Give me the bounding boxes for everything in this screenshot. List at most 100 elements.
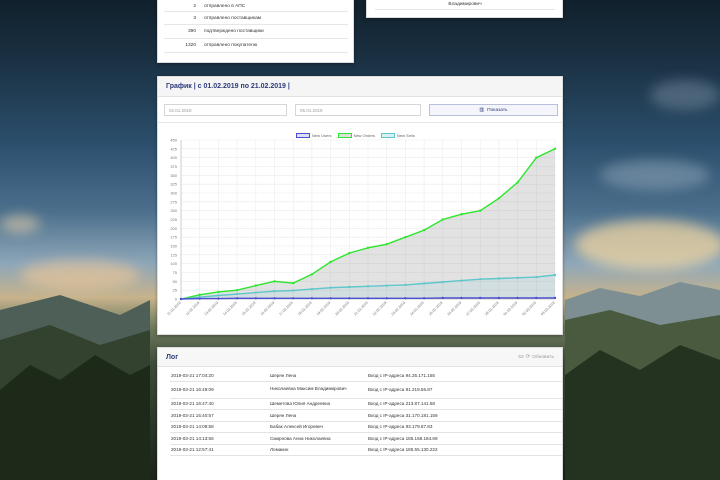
data-point	[310, 273, 314, 276]
stats-label: подтверждено поставщики	[204, 29, 264, 34]
log-time: 2019-03-21 17:04:20	[171, 372, 214, 378]
data-point	[217, 294, 220, 297]
log-time: 2019-03-21 14:08:58	[171, 424, 214, 430]
data-point	[292, 281, 295, 285]
x-tick-label: 27.02.2019	[465, 301, 481, 317]
log-message: Вход с IP-адреса 31.170.181.159	[368, 412, 438, 418]
refresh-button[interactable]: 53 ⟳ Обновить	[518, 354, 554, 360]
x-tick-label: 16.02.2019	[260, 301, 276, 317]
legend-item[interactable]: New Sells	[380, 133, 415, 138]
x-tick-label: 25.02.2019	[428, 301, 444, 317]
user-panel: Владимирович	[366, 0, 563, 18]
log-message: Вход с IP-адреса 94.25.171.155	[368, 372, 435, 378]
data-point	[254, 284, 257, 287]
x-tick-label: 26.02.2019	[447, 301, 463, 317]
data-point	[235, 288, 239, 292]
log-message: Вход с IP-адреса 91.219.56.87	[368, 387, 433, 392]
data-point	[479, 278, 482, 281]
data-point	[329, 286, 332, 289]
stats-row: 390 подтверждено поставщики	[164, 25, 348, 39]
legend-label: New Sells	[396, 133, 415, 138]
stats-row: 3 отправлено поставщикам	[164, 12, 348, 25]
x-tick-label: 19.02.2019	[316, 301, 332, 317]
y-tick-label: 50	[173, 279, 178, 284]
x-tick-label: 03.03.2019	[540, 301, 556, 317]
stats-count: 390	[187, 29, 196, 34]
log-time: 2019-03-21 15:40:57	[171, 412, 214, 418]
y-tick-label: 275	[170, 199, 177, 204]
data-point	[460, 279, 463, 282]
legend-label: New Users	[312, 133, 332, 138]
legend-item[interactable]: New Users	[296, 133, 332, 138]
data-point	[553, 147, 557, 151]
show-button[interactable]: ▥ Показать	[429, 104, 558, 116]
data-point	[348, 297, 351, 300]
data-point	[497, 197, 501, 200]
log-time: 2019-03-21 12:57:41	[171, 447, 214, 453]
date-from-value: 02.01.2019	[169, 107, 192, 113]
x-tick-label: 01.03.2019	[503, 301, 519, 317]
table-row: 2019-03-21 15:40:57 Шерян Лена Вход с IP…	[170, 410, 562, 422]
chart-panel-header: График | с 01.02.2019 по 21.02.2019 |	[158, 77, 562, 97]
log-panel: Лог 53 ⟳ Обновить 2019-03-21 17:04:20 Ше…	[157, 347, 563, 480]
data-point	[385, 284, 388, 287]
data-point	[385, 243, 388, 246]
series-area	[181, 148, 555, 299]
data-point	[535, 156, 538, 159]
log-time: 2019-03-21 14:13:56	[171, 435, 214, 441]
y-tick-label: 100	[170, 261, 177, 266]
y-tick-label: 450	[170, 138, 177, 143]
chart-legend: New Users New Orders New Sells	[296, 133, 415, 138]
data-point	[404, 283, 407, 287]
table-row: 2019-03-21 17:04:20 Шерян Лена Вход с IP…	[170, 370, 562, 382]
y-tick-label: 300	[170, 191, 177, 196]
log-message: Вход с IP-адреса 185.55.130.222	[368, 447, 438, 453]
refresh-label: Обновить	[532, 354, 554, 360]
log-user: Шерян Лена	[270, 412, 297, 418]
log-message: Вход с IP-адреса 93.179.87.83	[368, 424, 433, 430]
data-point	[553, 296, 557, 300]
y-tick-label: 325	[170, 182, 177, 187]
data-point	[198, 297, 201, 300]
table-row: 2019-03-21 12:57:41 Ломакин Вход с IP-ад…	[170, 445, 562, 456]
data-point	[310, 287, 314, 291]
data-point	[497, 296, 501, 300]
y-tick-label: 200	[170, 226, 177, 231]
data-point	[404, 297, 407, 300]
legend-swatch-sells	[380, 133, 395, 138]
data-point	[441, 218, 444, 221]
x-tick-label: 28.02.2019	[484, 301, 500, 317]
y-tick-label: 25	[173, 288, 178, 293]
legend-item[interactable]: New Orders	[337, 133, 375, 138]
data-point	[235, 297, 239, 300]
y-tick-label: 350	[170, 173, 177, 178]
y-tick-label: 150	[170, 244, 177, 249]
data-point	[497, 277, 501, 280]
log-time: 2019-03-21 16:47:40	[171, 401, 214, 407]
stats-panel: 2 отправлено в АПС 3 отправлено поставщи…	[157, 0, 354, 63]
log-user: Ломакин	[270, 447, 289, 453]
chart-bar-icon: ▥	[479, 107, 485, 113]
x-tick-label: 02.03.2019	[521, 301, 537, 317]
y-tick-label: 75	[173, 270, 178, 275]
data-point	[292, 297, 295, 300]
y-tick-label: 225	[170, 217, 177, 222]
y-tick-label: 175	[170, 235, 177, 240]
refresh-seconds: 53	[518, 354, 524, 360]
data-point	[422, 282, 426, 285]
data-point	[460, 213, 463, 216]
date-to-input[interactable]: 05.01.2019	[295, 104, 421, 116]
date-from-input[interactable]: 02.01.2019	[164, 104, 287, 116]
y-tick-label: 250	[170, 208, 177, 213]
data-point	[310, 297, 314, 300]
data-point	[422, 297, 426, 300]
legend-swatch-orders	[337, 133, 352, 138]
log-table: 2019-03-21 17:04:20 Шерян Лена Вход с IP…	[170, 370, 562, 456]
data-point	[516, 296, 519, 300]
data-point	[273, 297, 276, 300]
data-point	[366, 297, 370, 300]
data-point	[273, 280, 276, 283]
log-user: Николаевна Максим Владимирович	[270, 386, 347, 392]
x-tick-label: 17.02.2019	[278, 301, 294, 317]
data-point	[348, 251, 351, 255]
